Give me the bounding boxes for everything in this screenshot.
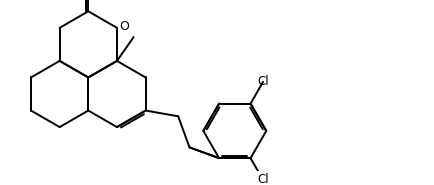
Text: Cl: Cl [257,75,269,88]
Text: Cl: Cl [257,173,269,185]
Text: O: O [119,20,129,33]
